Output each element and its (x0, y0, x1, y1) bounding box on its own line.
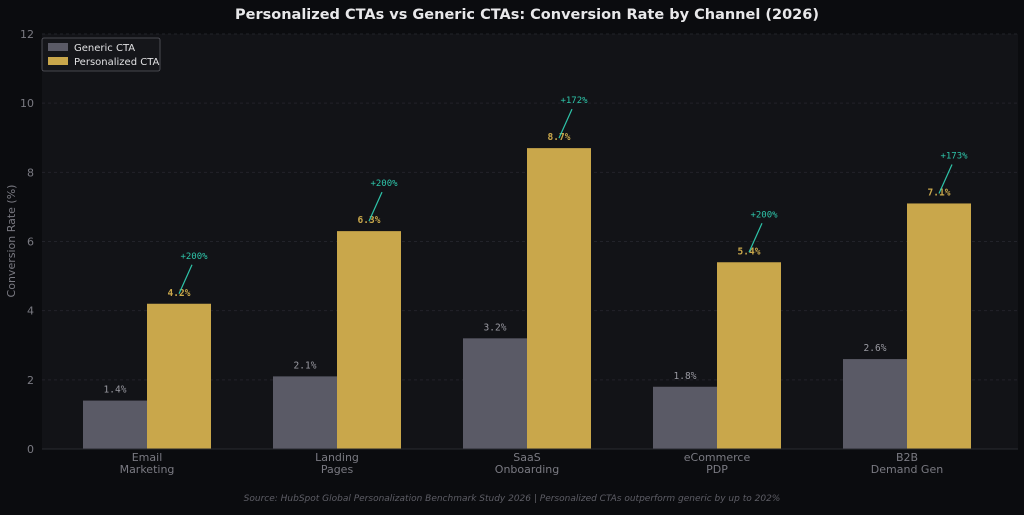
chart-title: Personalized CTAs vs Generic CTAs: Conve… (235, 7, 819, 23)
bar-generic (843, 359, 907, 449)
y-tick-label: 4 (27, 305, 34, 318)
y-tick-label: 10 (20, 97, 34, 110)
uplift-label: +200% (180, 252, 208, 262)
y-tick-label: 6 (27, 236, 34, 249)
bar-personalized (527, 148, 591, 449)
y-tick-label: 2 (27, 374, 34, 387)
x-tick-label: eCommerce (684, 451, 751, 464)
y-tick-label: 8 (27, 166, 34, 179)
x-tick-label: Email (132, 451, 163, 464)
uplift-arrow (178, 264, 193, 294)
legend-swatch-generic (48, 43, 68, 51)
bar-personalized (337, 231, 401, 449)
x-tick-label: B2B (896, 451, 918, 464)
uplift-label: +172% (560, 96, 588, 106)
uplift-label: +173% (940, 151, 968, 161)
legend-swatch-personalized (48, 57, 68, 65)
value-label-generic: 1.4% (104, 385, 127, 396)
bar-personalized (147, 303, 211, 449)
bar-generic (463, 338, 527, 449)
x-tick-label: PDP (706, 463, 728, 476)
y-tick-label: 12 (20, 28, 34, 41)
bars (83, 148, 971, 449)
legend-label-generic: Generic CTA (74, 43, 135, 54)
legend-box (41, 37, 161, 72)
uplift-arrow (558, 108, 573, 139)
x-tick-label: Pages (321, 463, 354, 476)
value-label-generic: 2.6% (864, 343, 887, 354)
uplift-arrow (748, 223, 763, 253)
bar-generic (83, 400, 147, 449)
bar-personalized (717, 262, 781, 449)
uplift-arrow (938, 164, 953, 194)
x-tick-label: Demand Gen (871, 463, 943, 476)
legend: Generic CTA Personalized CTA (41, 37, 161, 72)
x-tick-label: Onboarding (495, 463, 559, 476)
y-axis-label: Conversion Rate (%) (5, 185, 18, 298)
x-tick-label: SaaS (513, 451, 540, 464)
value-label-generic: 2.1% (294, 360, 317, 371)
legend-label-personalized: Personalized CTA (74, 57, 160, 68)
uplift-label: +200% (750, 210, 778, 220)
footnote: Source: HubSpot Global Personalization B… (244, 494, 781, 504)
x-tick-label: Marketing (120, 463, 175, 476)
value-label-generic: 1.8% (674, 371, 697, 382)
bar-generic (653, 386, 717, 449)
value-label-generic: 3.2% (484, 322, 507, 333)
uplift-arrow (368, 191, 383, 222)
bar-personalized (907, 203, 971, 449)
uplift-label: +200% (370, 179, 398, 189)
x-tick-label: Landing (315, 451, 359, 464)
value-labels: 1.4%4.2%+200%2.1%6.3%+200%3.2%8.7%+172%1… (104, 96, 969, 395)
bar-generic (273, 376, 337, 449)
y-tick-label: 0 (27, 443, 34, 456)
